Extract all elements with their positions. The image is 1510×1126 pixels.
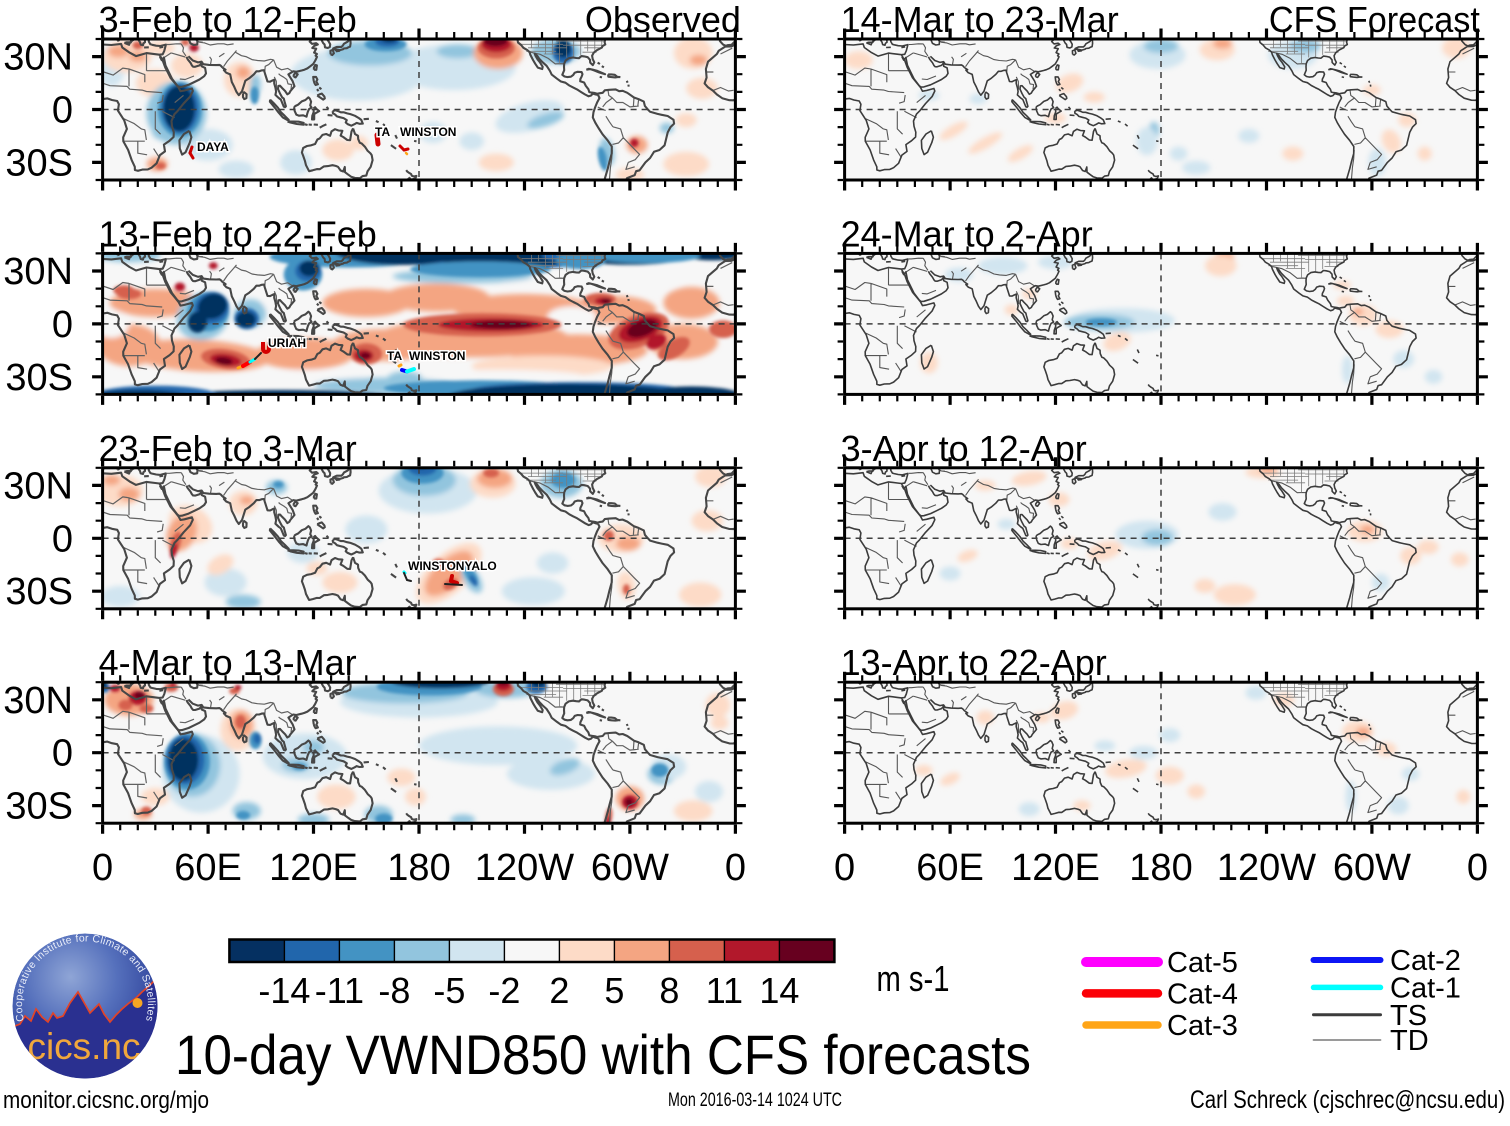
svg-text:120W: 120W (475, 847, 574, 889)
svg-text:120E: 120E (269, 847, 358, 889)
svg-text:TA: TA (375, 125, 390, 139)
svg-text:m s-1: m s-1 (877, 958, 950, 999)
svg-text:TS: TS (1390, 1000, 1427, 1032)
svg-text:0: 0 (52, 733, 73, 775)
svg-text:3-Apr to 12-Apr: 3-Apr to 12-Apr (841, 428, 1087, 469)
svg-text:60W: 60W (591, 847, 669, 889)
svg-text:30N: 30N (3, 465, 73, 507)
svg-text:30S: 30S (5, 357, 73, 399)
svg-text:WINSTON: WINSTON (400, 125, 456, 139)
svg-text:Cat-2: Cat-2 (1390, 945, 1461, 977)
svg-text:30N: 30N (3, 251, 73, 293)
svg-text:4-Mar to 13-Mar: 4-Mar to 13-Mar (99, 642, 357, 683)
svg-text:Cat-4: Cat-4 (1167, 978, 1238, 1010)
svg-text:30S: 30S (5, 142, 73, 184)
svg-text:11: 11 (706, 970, 743, 1011)
svg-text:WINSTON: WINSTON (409, 349, 465, 363)
svg-text:10-day VWND850 with CFS foreca: 10-day VWND850 with CFS forecasts (175, 1023, 1031, 1086)
svg-text:14: 14 (759, 970, 799, 1011)
svg-text:0: 0 (52, 304, 73, 346)
svg-text:-5: -5 (433, 970, 465, 1011)
svg-text:30S: 30S (5, 786, 73, 828)
svg-text:cics.nc: cics.nc (27, 1026, 140, 1067)
svg-text:180: 180 (387, 847, 450, 889)
svg-text:DAYA: DAYA (197, 140, 229, 154)
svg-text:60E: 60E (916, 847, 984, 889)
svg-text:8: 8 (659, 970, 679, 1011)
svg-text:Cat-5: Cat-5 (1167, 947, 1238, 979)
svg-text:2: 2 (549, 970, 569, 1011)
svg-text:30N: 30N (3, 680, 73, 722)
svg-text:Mon 2016-03-14 1024 UTC: Mon 2016-03-14 1024 UTC (668, 1090, 842, 1111)
svg-text:23-Feb to 3-Mar: 23-Feb to 3-Mar (99, 428, 357, 469)
svg-text:-2: -2 (488, 970, 520, 1011)
svg-text:60E: 60E (174, 847, 242, 889)
svg-text:0: 0 (725, 847, 746, 889)
svg-text:0: 0 (52, 518, 73, 560)
svg-text:TD: TD (1390, 1025, 1429, 1057)
svg-text:0: 0 (92, 847, 113, 889)
svg-text:TA: TA (387, 349, 402, 363)
svg-text:Cat-3: Cat-3 (1167, 1010, 1238, 1042)
svg-text:WINSTONYALO: WINSTONYALO (408, 559, 497, 573)
svg-text:-8: -8 (378, 970, 410, 1011)
svg-text:monitor.cicsnc.org/mjo: monitor.cicsnc.org/mjo (3, 1087, 209, 1114)
svg-text:120E: 120E (1011, 847, 1100, 889)
svg-text:60W: 60W (1333, 847, 1411, 889)
svg-text:Cat-1: Cat-1 (1390, 972, 1461, 1004)
svg-text:-14: -14 (258, 970, 310, 1011)
svg-text:0: 0 (834, 847, 855, 889)
svg-text:180: 180 (1129, 847, 1192, 889)
svg-text:CFS Forecast: CFS Forecast (1269, 0, 1480, 40)
svg-text:0: 0 (52, 90, 73, 132)
svg-text:5: 5 (604, 970, 624, 1011)
svg-text:14-Mar to 23-Mar: 14-Mar to 23-Mar (841, 0, 1119, 40)
svg-text:URIAH: URIAH (268, 336, 306, 350)
svg-text:30S: 30S (5, 571, 73, 613)
svg-text:Observed: Observed (585, 0, 741, 40)
svg-text:3-Feb to 12-Feb: 3-Feb to 12-Feb (99, 0, 357, 40)
svg-text:13-Feb to 22-Feb: 13-Feb to 22-Feb (99, 213, 377, 254)
svg-text:30N: 30N (3, 37, 73, 79)
svg-text:120W: 120W (1217, 847, 1316, 889)
svg-text:0: 0 (1467, 847, 1488, 889)
svg-text:13-Apr to 22-Apr: 13-Apr to 22-Apr (841, 642, 1107, 683)
svg-text:24-Mar to 2-Apr: 24-Mar to 2-Apr (841, 213, 1093, 254)
svg-text:Carl Schreck (cjschrec@ncsu.ed: Carl Schreck (cjschrec@ncsu.edu) (1190, 1086, 1505, 1114)
svg-text:-11: -11 (315, 970, 364, 1011)
